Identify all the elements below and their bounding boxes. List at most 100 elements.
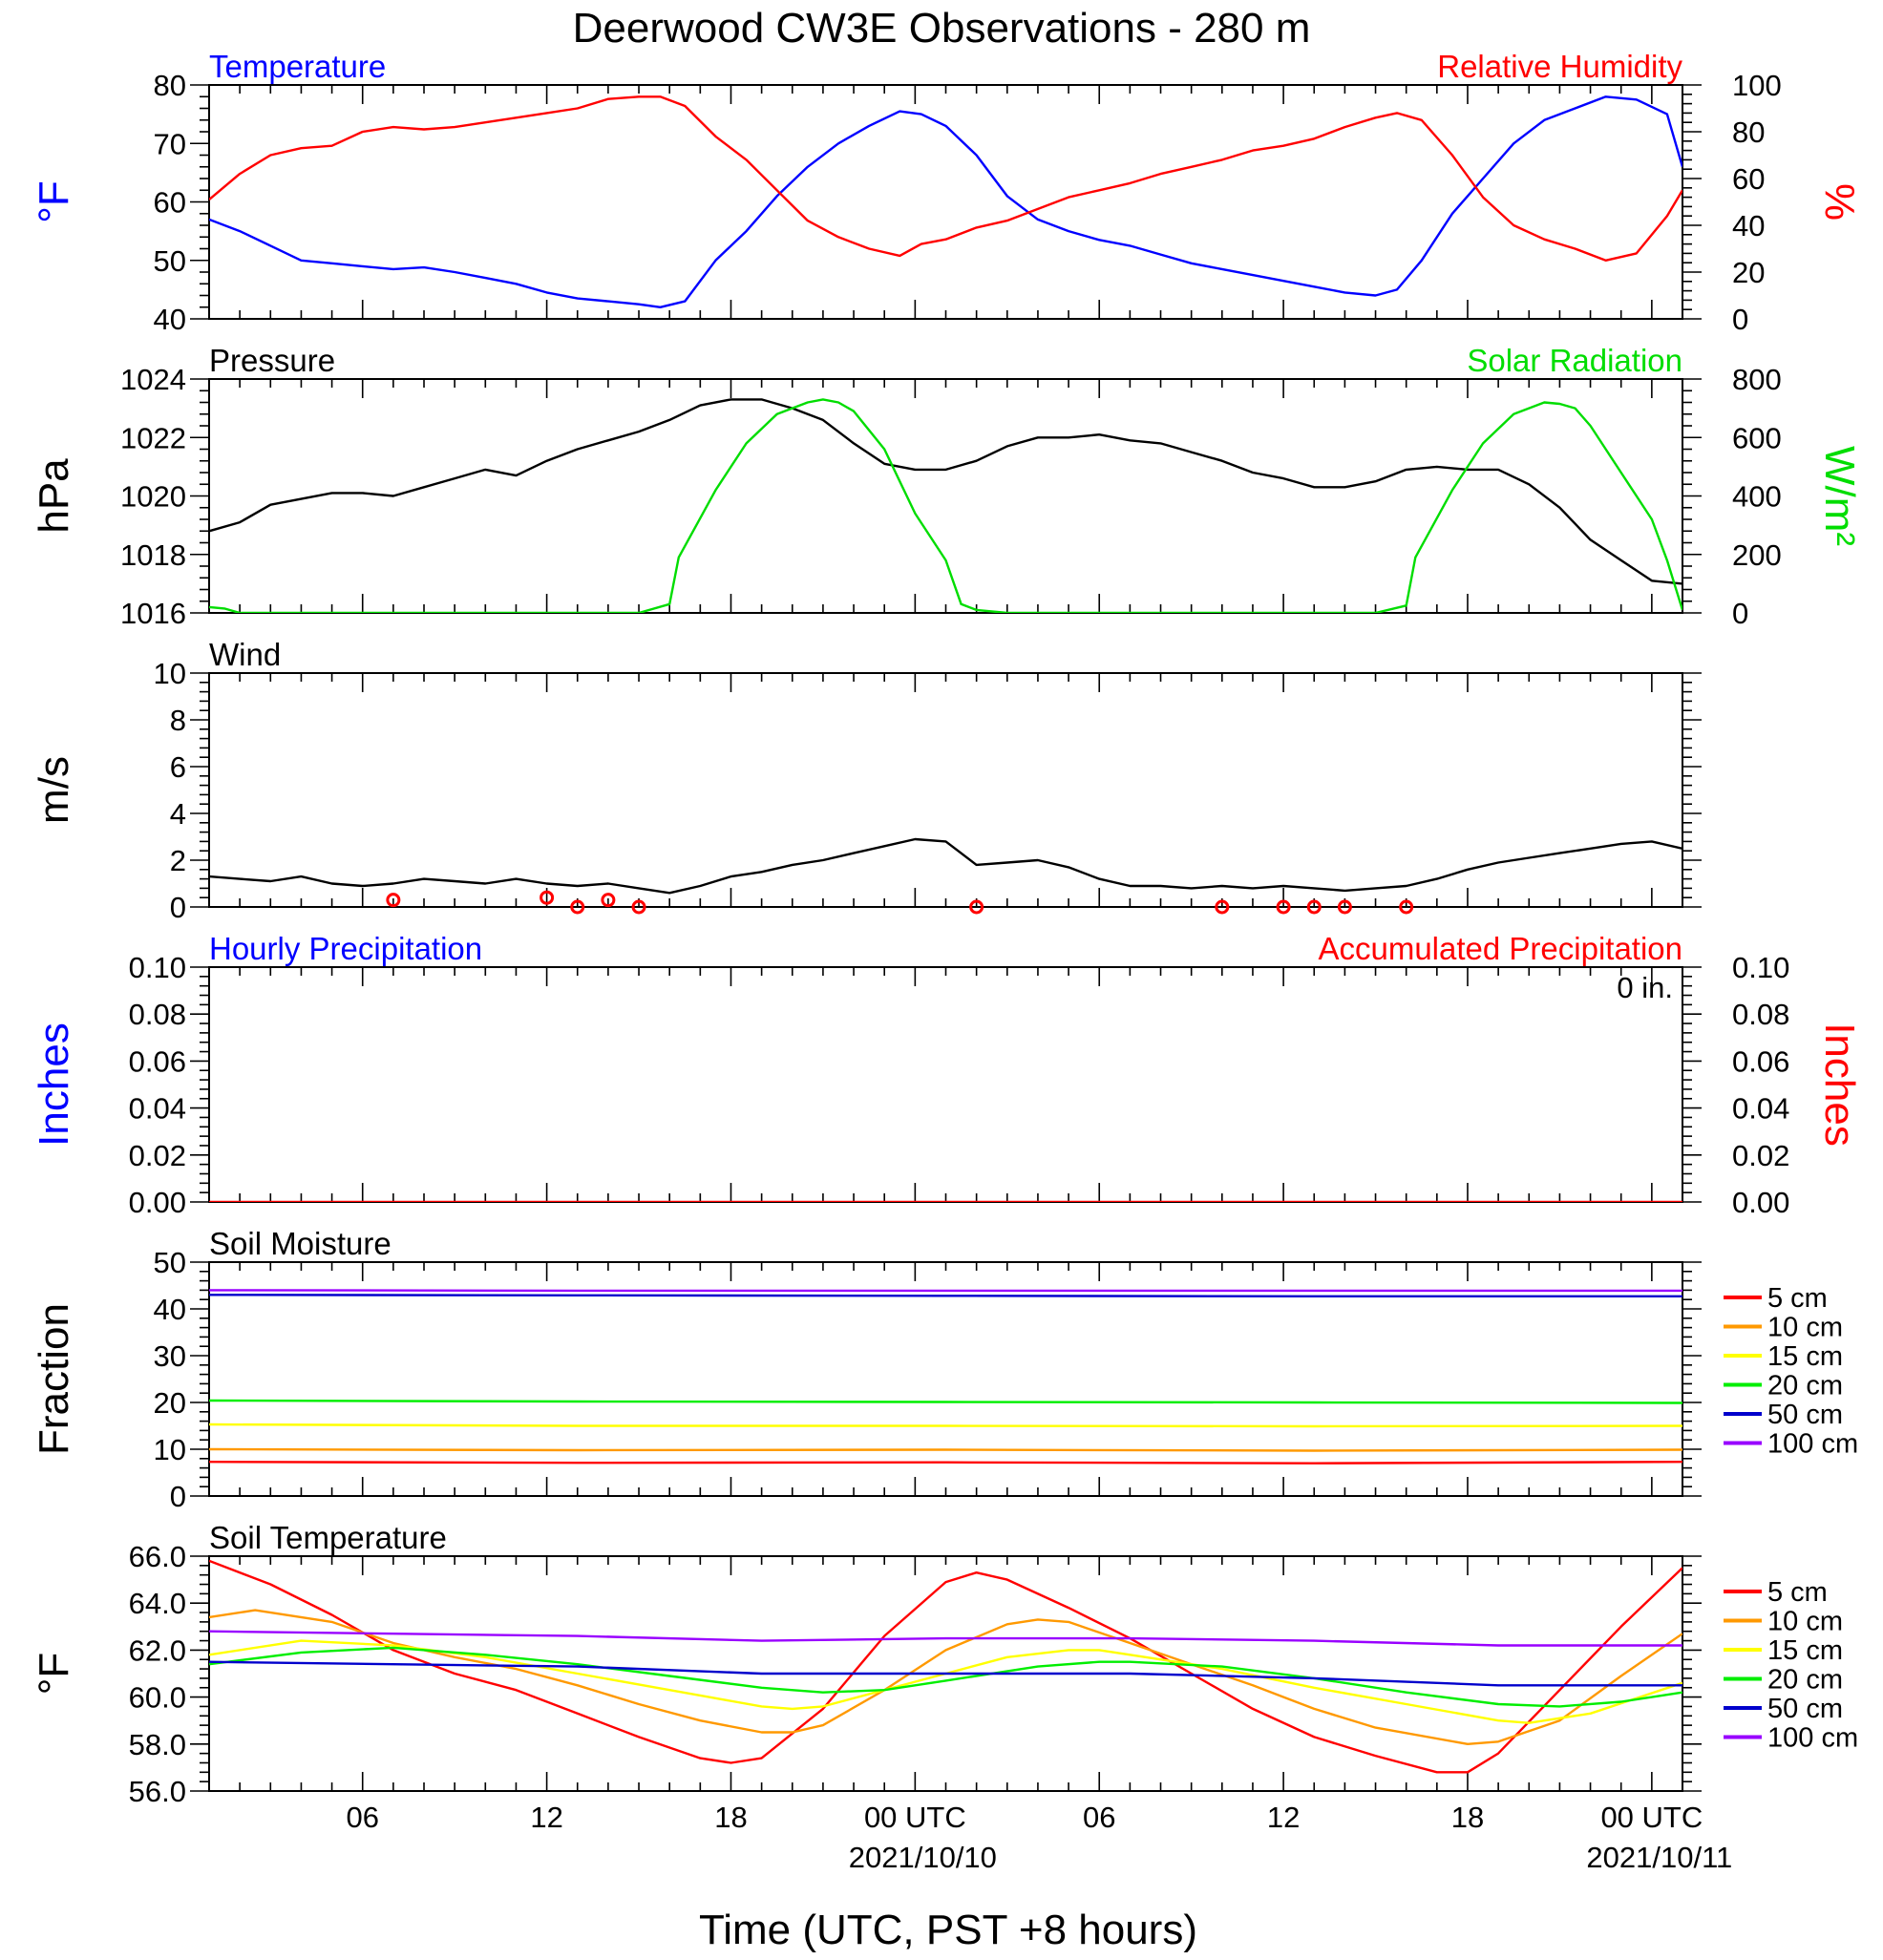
panel-left-label: Soil Temperature (209, 1520, 447, 1555)
left-axis-title: Fraction (31, 1303, 77, 1455)
plot-frame (208, 378, 1683, 614)
y-tick-label: 0 (170, 1480, 186, 1513)
y2-tick-label: 0.06 (1732, 1044, 1789, 1078)
series-line-soil_moisture-4 (209, 1294, 1682, 1298)
panel-right-label: Relative Humidity (1437, 49, 1682, 84)
series-line-temp_rh-0 (209, 95, 1682, 308)
panel-right-label: Accumulated Precipitation (1318, 931, 1682, 966)
x-date-label: 2021/10/10 (849, 1841, 997, 1874)
panel-left-label: Hourly Precipitation (209, 931, 482, 966)
y-tick-label: 1016 (120, 597, 186, 630)
y2-tick-label: 0 (1732, 597, 1748, 630)
legend-label: 50 cm (1767, 1400, 1843, 1430)
y-tick-label: 8 (170, 704, 186, 737)
panel-left-label: Soil Moisture (209, 1226, 391, 1261)
y-tick-label: 1022 (120, 421, 186, 454)
left-axis-title: Inches (31, 1022, 77, 1147)
y-tick-label: 70 (154, 127, 186, 160)
legend-label: 100 cm (1767, 1429, 1858, 1460)
y-tick-label: 50 (154, 244, 186, 278)
calm-wind-marker (1306, 899, 1322, 915)
calm-wind-marker (540, 890, 555, 905)
legend-label: 15 cm (1767, 1635, 1843, 1666)
series-line-soil_temp-2 (209, 1639, 1682, 1724)
series-line-soil_moisture-0 (209, 1460, 1682, 1465)
y2-tick-label: 0.00 (1732, 1186, 1789, 1219)
legend-label: 20 cm (1767, 1665, 1843, 1696)
y2-tick-label: 20 (1732, 256, 1765, 289)
y2-tick-label: 800 (1732, 363, 1782, 396)
accumulated-total: 0 in. (1617, 971, 1673, 1004)
y2-tick-label: 0.02 (1732, 1139, 1789, 1172)
series-line-soil_moisture-3 (209, 1399, 1682, 1404)
x-tick-label: 18 (1451, 1801, 1484, 1834)
legend-label: 15 cm (1767, 1341, 1843, 1372)
y-tick-label: 60.0 (129, 1681, 186, 1715)
panel-pressure_solar: 1016 1018 1020 1022 1024 0 200 400 600 800 Pressur… (31, 343, 1863, 630)
right-axis-title: Inches (1816, 1022, 1863, 1147)
calm-wind-marker (570, 899, 585, 915)
y-tick-label: 1024 (120, 363, 186, 396)
y-tick-label: 0.08 (129, 998, 186, 1031)
y2-tick-label: 0.10 (1732, 951, 1789, 984)
y-tick-label: 2 (170, 844, 186, 877)
y2-tick-label: 400 (1732, 480, 1782, 514)
y-tick-label: 60 (154, 186, 186, 220)
y-tick-label: 1020 (120, 480, 186, 514)
calm-wind-marker (1399, 899, 1414, 915)
x-date-label: 2021/10/11 (1586, 1841, 1732, 1874)
panel-left-label: Wind (209, 637, 281, 672)
y2-tick-label: 100 (1732, 69, 1782, 102)
legend-label: 20 cm (1767, 1371, 1843, 1402)
y-tick-label: 4 (170, 797, 186, 831)
series-line-soil_temp-5 (209, 1630, 1682, 1647)
x-axis-title: Time (UTC, PST +8 hours) (699, 1907, 1197, 1953)
left-axis-title: °F (31, 1653, 77, 1695)
legend-label: 100 cm (1767, 1723, 1858, 1754)
calm-wind-marker (1337, 899, 1352, 915)
series-line-soil_moisture-2 (209, 1423, 1682, 1428)
series-line-pressure_solar-1 (209, 398, 1682, 613)
y-tick-label: 10 (154, 657, 186, 690)
x-axis-labels: 06 12 18 00 UTC 2021/10/10 06 12 18 00 UTC 2021/1… (346, 1801, 1732, 1874)
panel-soil_temp: 56.0 58.0 60.0 62.0 64.0 66.0 Soil Temperature… (31, 1520, 1858, 1808)
y-tick-label: 50 (154, 1246, 186, 1279)
y-tick-label: 64.0 (129, 1587, 186, 1620)
legend-label: 10 cm (1767, 1607, 1843, 1637)
legend-label: 5 cm (1767, 1283, 1828, 1314)
y-tick-label: 0.10 (129, 951, 186, 984)
calm-wind-marker (1276, 899, 1291, 915)
calm-wind-marker (386, 893, 401, 908)
series-line-soil_temp-4 (209, 1660, 1682, 1687)
calm-wind-marker (631, 899, 646, 915)
y-tick-label: 10 (154, 1433, 186, 1466)
panel-precip: 0.00 0.02 0.04 0.06 0.08 0.10 0.00 0.02 0.04 0.06… (31, 931, 1863, 1219)
y-tick-label: 0 (170, 891, 186, 924)
left-axis-title: hPa (31, 458, 77, 534)
x-tick-label: 06 (346, 1801, 378, 1834)
series-line-soil_temp-1 (209, 1609, 1682, 1746)
y-tick-label: 40 (154, 303, 186, 336)
y-tick-label: 0.04 (129, 1092, 186, 1126)
panel-temp_rh: 40 50 60 70 80 0 20 40 60 80 100 Temperature Relativ… (31, 49, 1863, 336)
series-line-temp_rh-1 (209, 95, 1682, 262)
series-line-soil_temp-0 (209, 1559, 1682, 1774)
series-line-soil_moisture-5 (209, 1289, 1682, 1293)
y2-tick-label: 200 (1732, 538, 1782, 572)
y-tick-label: 6 (170, 750, 186, 784)
y-tick-label: 20 (154, 1386, 186, 1420)
x-tick-label: 12 (530, 1801, 562, 1834)
series-line-wind-0 (209, 837, 1682, 895)
calm-wind-marker (969, 899, 984, 915)
y2-tick-label: 40 (1732, 209, 1765, 242)
y-tick-label: 62.0 (129, 1633, 186, 1667)
y-tick-label: 0.06 (129, 1044, 186, 1078)
panel-left-label: Pressure (209, 343, 335, 378)
legend-label: 10 cm (1767, 1313, 1843, 1343)
x-tick-label: 00 UTC (1600, 1801, 1703, 1834)
series-line-soil_temp-3 (209, 1646, 1682, 1708)
panel-left-label: Temperature (209, 49, 386, 84)
figure-title: Deerwood CW3E Observations - 280 m (573, 5, 1311, 52)
